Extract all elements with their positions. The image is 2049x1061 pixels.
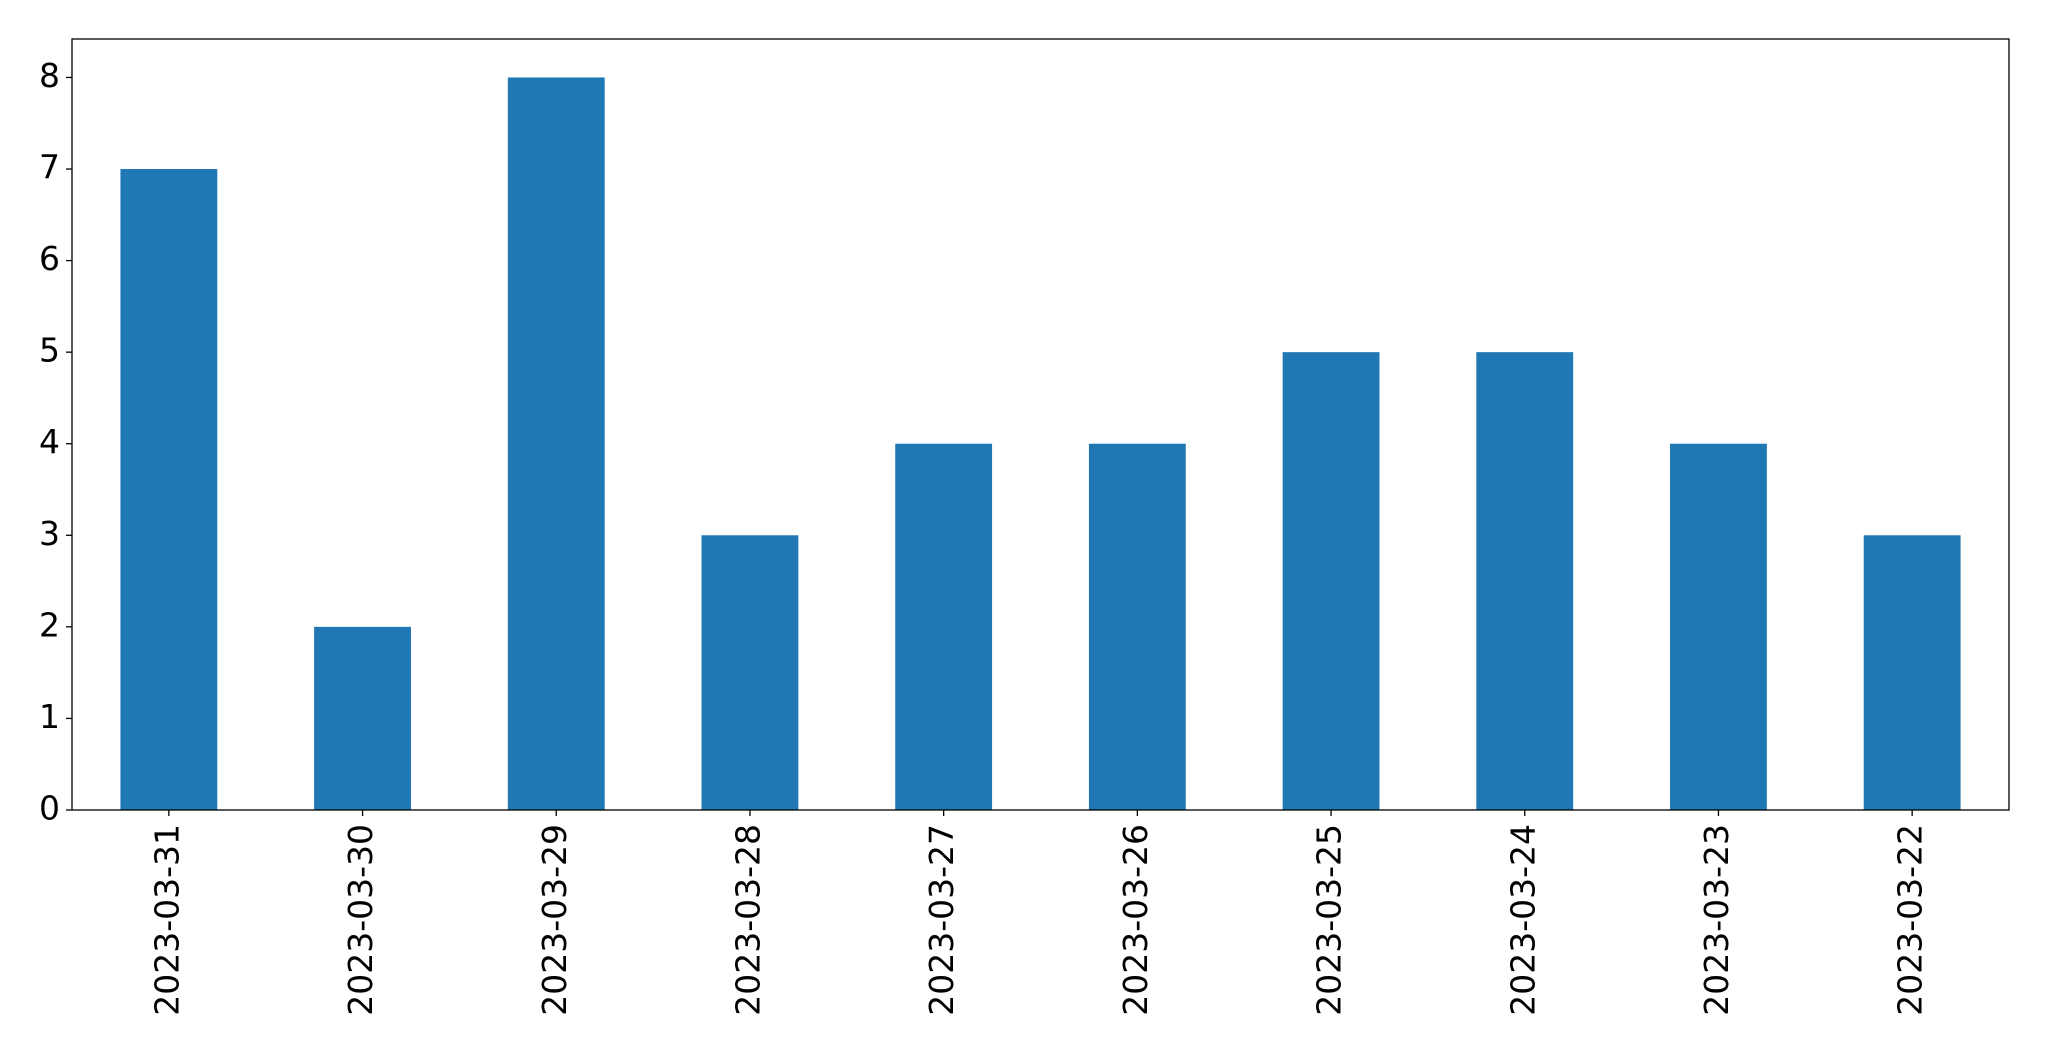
bar <box>314 626 411 810</box>
x-tick-label: 2023-03-25 <box>1310 824 1349 1016</box>
x-tick-label: 2023-03-29 <box>535 824 574 1016</box>
y-tick-label: 5 <box>39 331 60 370</box>
bar <box>507 77 605 810</box>
y-tick-label: 6 <box>39 239 60 278</box>
x-tick-label: 2023-03-31 <box>147 824 186 1016</box>
y-tick-label: 3 <box>39 514 60 553</box>
x-tick-label: 2023-03-24 <box>1503 824 1542 1016</box>
plot-frame <box>71 38 2010 811</box>
y-tick-label: 7 <box>39 148 60 187</box>
bar <box>1863 535 1961 810</box>
x-tick-label: 2023-03-26 <box>1116 824 1155 1016</box>
x-tick-label: 2023-03-22 <box>1891 824 1930 1016</box>
bar <box>1282 352 1380 810</box>
bar <box>1476 352 1574 810</box>
y-tick-label: 0 <box>39 789 60 828</box>
y-tick-label: 8 <box>39 56 60 95</box>
bar <box>1088 443 1186 810</box>
x-tick-label: 2023-03-30 <box>341 824 380 1016</box>
bar <box>1670 443 1767 810</box>
bar <box>120 169 218 810</box>
x-tick-label: 2023-03-28 <box>728 824 767 1016</box>
y-tick-label: 2 <box>39 605 60 644</box>
bar <box>701 535 799 810</box>
y-tick-label: 4 <box>39 422 60 461</box>
y-tick-label: 1 <box>39 697 60 736</box>
x-tick-label: 2023-03-27 <box>922 824 961 1016</box>
bar <box>895 443 993 810</box>
x-tick-label: 2023-03-23 <box>1697 824 1736 1016</box>
